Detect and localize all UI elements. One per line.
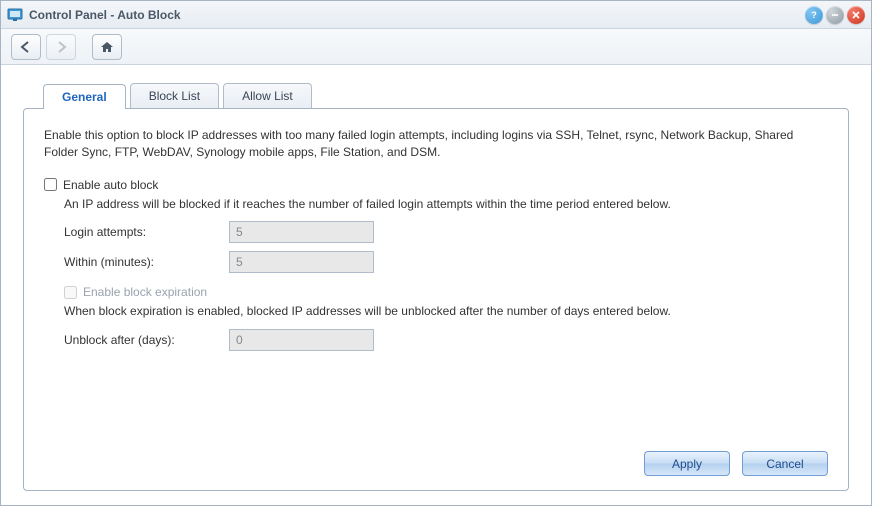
enable-auto-block-checkbox[interactable] — [44, 178, 57, 191]
enable-auto-block-row[interactable]: Enable auto block — [44, 178, 828, 192]
within-minutes-input[interactable] — [229, 251, 374, 273]
unblock-after-input[interactable] — [229, 329, 374, 351]
panel-buttons: Apply Cancel — [44, 441, 828, 476]
blocked-note: An IP address will be blocked if it reac… — [64, 196, 828, 213]
unblock-after-label: Unblock after (days): — [64, 333, 229, 347]
tab-bar: General Block List Allow List — [43, 83, 849, 108]
login-attempts-input[interactable] — [229, 221, 374, 243]
cancel-button[interactable]: Cancel — [742, 451, 828, 476]
unblock-after-row: Unblock after (days): — [64, 329, 828, 351]
login-attempts-label: Login attempts: — [64, 225, 229, 239]
enable-auto-block-label: Enable auto block — [63, 178, 158, 192]
window-title: Control Panel - Auto Block — [29, 8, 805, 22]
close-button[interactable] — [847, 6, 865, 24]
nav-toolbar — [1, 29, 871, 65]
general-panel: Enable this option to block IP addresses… — [23, 108, 849, 491]
home-button[interactable] — [92, 34, 122, 60]
back-button[interactable] — [11, 34, 41, 60]
enable-expiration-label: Enable block expiration — [83, 285, 207, 299]
forward-button[interactable] — [46, 34, 76, 60]
help-button[interactable]: ? — [805, 6, 823, 24]
svg-text:?: ? — [811, 10, 817, 20]
login-attempts-row: Login attempts: — [64, 221, 828, 243]
tab-allow-list[interactable]: Allow List — [223, 83, 312, 108]
enable-expiration-row: Enable block expiration — [64, 285, 828, 299]
window: Control Panel - Auto Block ? General — [0, 0, 872, 506]
apply-button[interactable]: Apply — [644, 451, 730, 476]
within-minutes-label: Within (minutes): — [64, 255, 229, 269]
app-icon — [7, 7, 23, 23]
within-minutes-row: Within (minutes): — [64, 251, 828, 273]
tab-general[interactable]: General — [43, 84, 126, 109]
titlebar-controls: ? — [805, 6, 865, 24]
enable-expiration-checkbox[interactable] — [64, 286, 77, 299]
content-area: General Block List Allow List Enable thi… — [1, 65, 871, 505]
description-text: Enable this option to block IP addresses… — [44, 127, 828, 162]
minimize-button[interactable] — [826, 6, 844, 24]
expiration-note: When block expiration is enabled, blocke… — [64, 303, 828, 320]
titlebar: Control Panel - Auto Block ? — [1, 1, 871, 29]
tab-block-list[interactable]: Block List — [130, 83, 219, 108]
